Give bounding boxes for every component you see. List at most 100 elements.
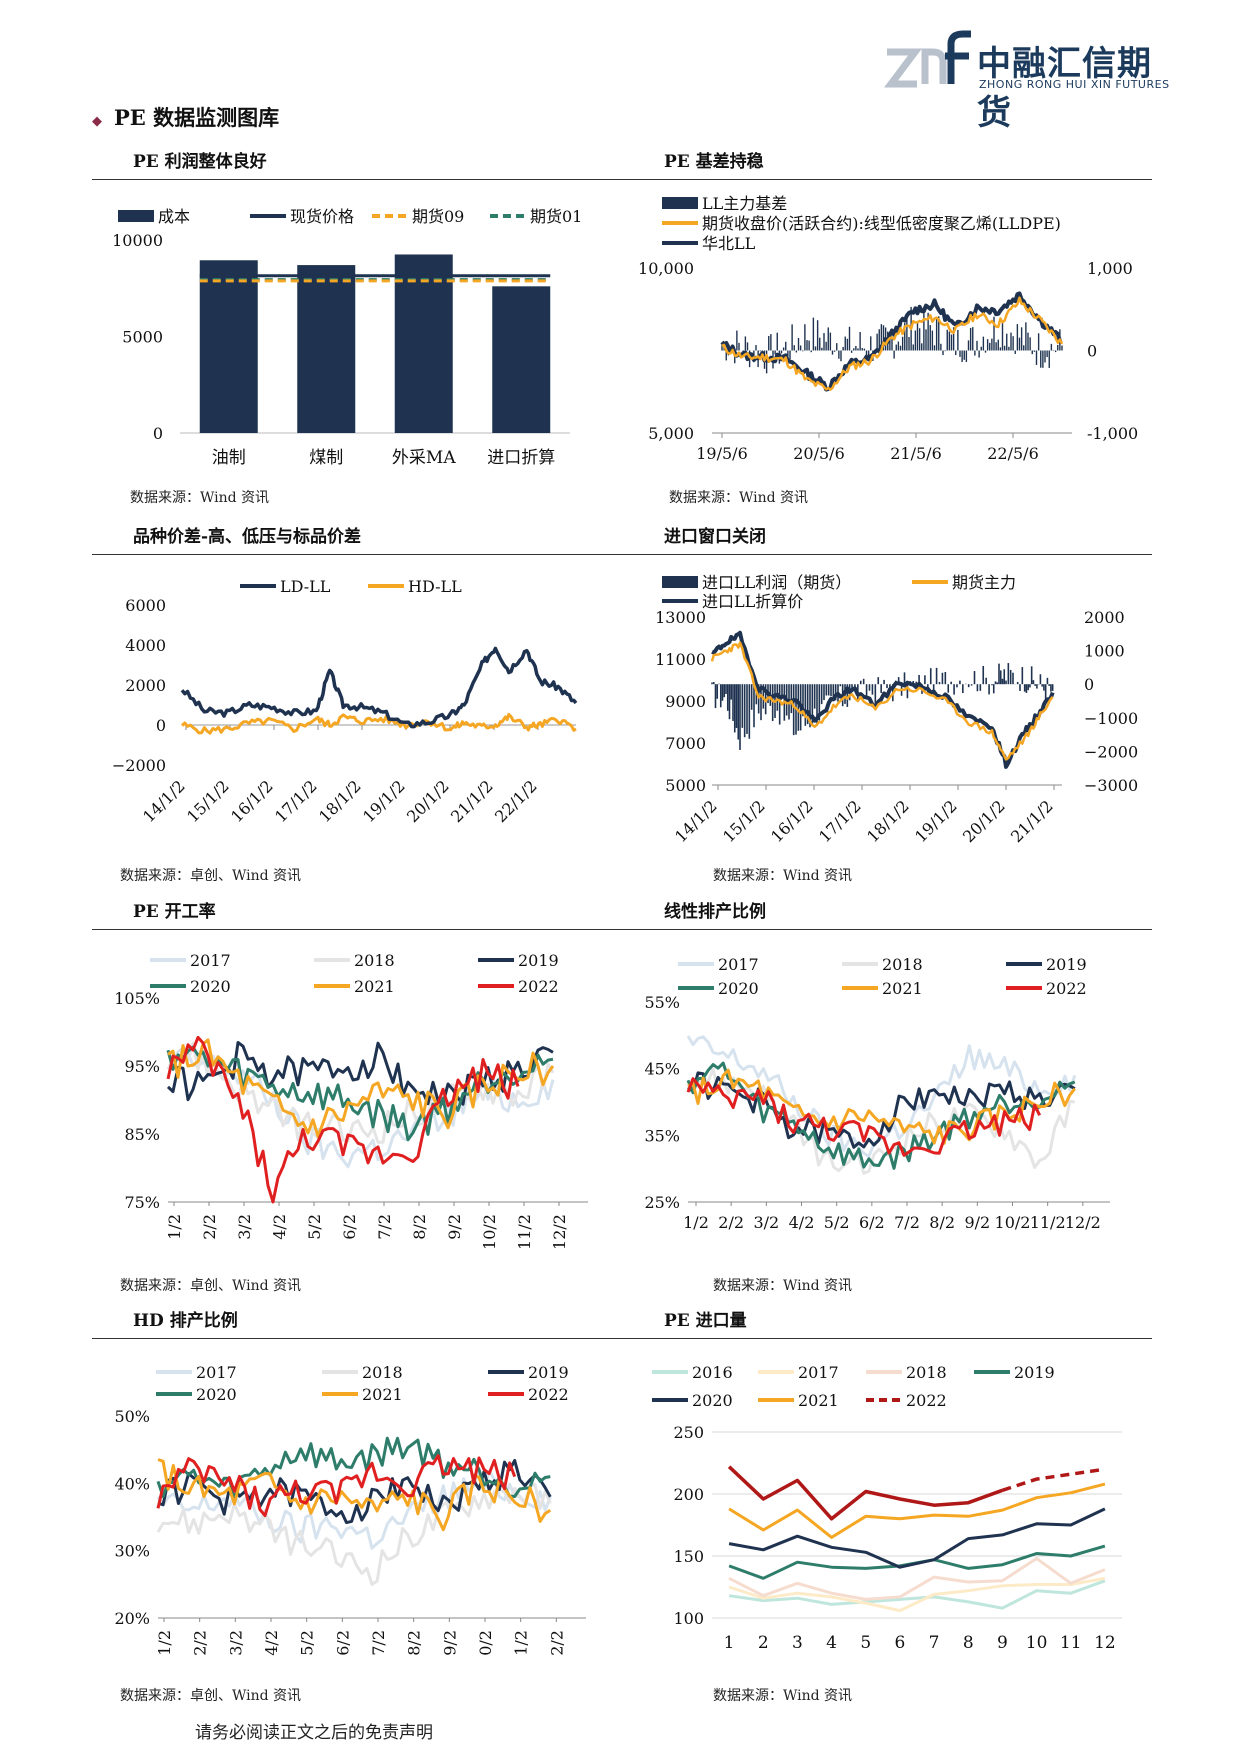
y-tick-label: 250: [673, 1423, 704, 1442]
x-tick-label: 8/2: [405, 1630, 424, 1656]
logo-mark-icon: [884, 30, 971, 88]
source-note: 数据来源：卓创、Wind 资讯: [120, 1688, 302, 1704]
y-tick-label: −2000: [112, 756, 166, 775]
x-tick-label: 1/2: [155, 1630, 174, 1656]
legend-label: 2022: [906, 1391, 947, 1410]
y-tick-label: 30%: [114, 1542, 150, 1561]
series-line-2020: [728, 1507, 1106, 1569]
x-tick-label: 2/2: [200, 1214, 219, 1240]
series-line-2021: [728, 1482, 1106, 1539]
x-tick-label: 14/1/2: [671, 796, 721, 846]
y-right-tick-label: −3000: [1084, 776, 1138, 795]
chart-hdpe-ratio: 2017 2018 2019 2020 2021 2022 20% 30% 40% 50% 1/2 2…: [114, 1363, 586, 1658]
series-line-2018: [728, 1557, 1106, 1601]
x-tick-label: 21/5/6: [890, 444, 942, 463]
chart-import-volume: 2016 2017 2018 2019 2020 2021 2022 100 150 200 250…: [652, 1363, 1122, 1653]
x-tick-label: 5/2: [305, 1214, 324, 1240]
y-tick-label: 35%: [644, 1126, 680, 1145]
legend-label: 2019: [528, 1363, 569, 1382]
x-tick-label: 19/1/2: [911, 796, 961, 846]
y-tick-label: 95%: [124, 1057, 160, 1076]
y-tick-label: 150: [673, 1547, 704, 1566]
bar: [199, 260, 258, 433]
legend-label: LD-LL: [280, 577, 331, 596]
x-tick-label: 6/2: [340, 1214, 359, 1240]
chart-hdpe-ratio-panel: 2017 2018 2019 2020 2021 2022 20% 30% 40% 50% 1/2 2…: [100, 1348, 620, 1658]
x-tick-label: 3/2: [226, 1630, 245, 1656]
y-right-tick-label: 1,000: [1087, 259, 1133, 278]
x-tick-label: 1/2: [165, 1214, 184, 1240]
x-tick-label: 20/5/6: [793, 444, 845, 463]
ll-futures-line: [721, 296, 1064, 391]
x-tick-label: 4/2: [789, 1213, 815, 1232]
bar: [297, 265, 356, 433]
x-tick-label: 17/1/2: [271, 776, 321, 826]
legend-label: 2020: [692, 1391, 733, 1410]
legend-label: 2018: [906, 1363, 947, 1382]
x-tick-label: 6/2: [859, 1213, 885, 1232]
legend-swatch: [662, 197, 698, 209]
y-tick-label: 2000: [125, 676, 166, 695]
x-tick-label: 18/1/2: [315, 776, 365, 826]
x-tick-label: 21/1/2: [447, 776, 497, 826]
x-tick-label: 10/2: [476, 1630, 495, 1658]
x-tick-label: 12/2: [547, 1630, 566, 1658]
x-tick-label: 18/1/2: [863, 796, 913, 846]
section-title-import-window: 进口窗口关闭: [664, 527, 766, 547]
legend-label: 2017: [718, 955, 759, 974]
x-tick-label: 5: [860, 1633, 871, 1653]
x-tick-label: 外采MA: [392, 448, 456, 468]
x-tick-label: 15/1/2: [719, 796, 769, 846]
chart-import-volume-panel: 2016 2017 2018 2019 2020 2021 2022 100 150 200 250…: [632, 1348, 1152, 1658]
y-right-tick-label: 0: [1087, 342, 1097, 361]
legend-label: 2017: [190, 951, 231, 970]
section-title-import-volume: PE 进口量: [664, 1311, 747, 1331]
x-tick-label: 10: [1026, 1633, 1048, 1653]
x-tick-label: 6/2: [333, 1630, 352, 1656]
legend-label: 2018: [882, 955, 923, 974]
chart-import-window-panel: 进口LL利润（期货） 期货主力 进口LL折算价 5000 7000 9000 11000 13…: [632, 565, 1152, 855]
series-line-2018: [686, 1067, 1076, 1175]
y-left-tick-label: 5000: [665, 776, 706, 795]
x-tick-label: 2/2: [191, 1630, 210, 1656]
x-tick-label: 8: [963, 1633, 974, 1653]
y-tick-label: 200: [673, 1485, 704, 1504]
series-line-2022: [156, 1454, 517, 1518]
series-line-2017: [686, 1035, 1077, 1158]
x-tick-label: 11: [1060, 1633, 1082, 1653]
series-line-2018: [156, 1482, 552, 1586]
section-title-lldpe-ratio: 线性排产比例: [664, 902, 766, 922]
legend-label: 进口LL折算价: [702, 592, 803, 611]
x-tick-label: 4/2: [270, 1214, 289, 1240]
legend-label: 期货01: [530, 207, 582, 226]
section-title-operating-rate: PE 开工率: [133, 902, 216, 922]
legend-label: HD-LL: [408, 577, 462, 596]
x-tick-label: 21/1/2: [1007, 796, 1057, 846]
north-ll-line: [720, 291, 1063, 392]
x-tick-label: 20/1/2: [403, 776, 453, 826]
y-tick-label: 40%: [114, 1474, 150, 1493]
legend-label: LL主力基差: [702, 194, 787, 213]
legend-label: 2016: [692, 1363, 733, 1382]
x-tick-label: 15/1/2: [183, 776, 233, 826]
y-right-tick-label: −2000: [1084, 742, 1138, 761]
x-tick-label: 4: [826, 1633, 837, 1653]
x-tick-label: 11/2: [515, 1214, 534, 1250]
x-tick-label: 22/1/2: [491, 776, 541, 826]
company-logo: 中融汇信期货 ZHONG RONG HUI XIN FUTURES: [881, 30, 1181, 133]
futures-main-line: [710, 641, 1054, 761]
x-tick-label: 16/1/2: [227, 776, 277, 826]
y-tick-label: 6000: [125, 596, 166, 615]
y-left-tick-label: 5,000: [648, 424, 694, 443]
hd-ll-line: [180, 712, 577, 735]
legend-label: 2017: [196, 1363, 237, 1382]
y-right-tick-label: 2000: [1084, 608, 1125, 627]
y-tick-label: 0: [156, 716, 166, 735]
y-left-tick-label: 10,000: [638, 259, 694, 278]
page-heading: ◆ PE 数据监测图库: [92, 102, 279, 132]
y-tick-label: 55%: [644, 993, 680, 1012]
source-note: 数据来源：Wind 资讯: [130, 490, 270, 506]
legend-label: 期货收盘价(活跃合约):线型低密度聚乙烯(LLDPE): [702, 214, 1061, 233]
